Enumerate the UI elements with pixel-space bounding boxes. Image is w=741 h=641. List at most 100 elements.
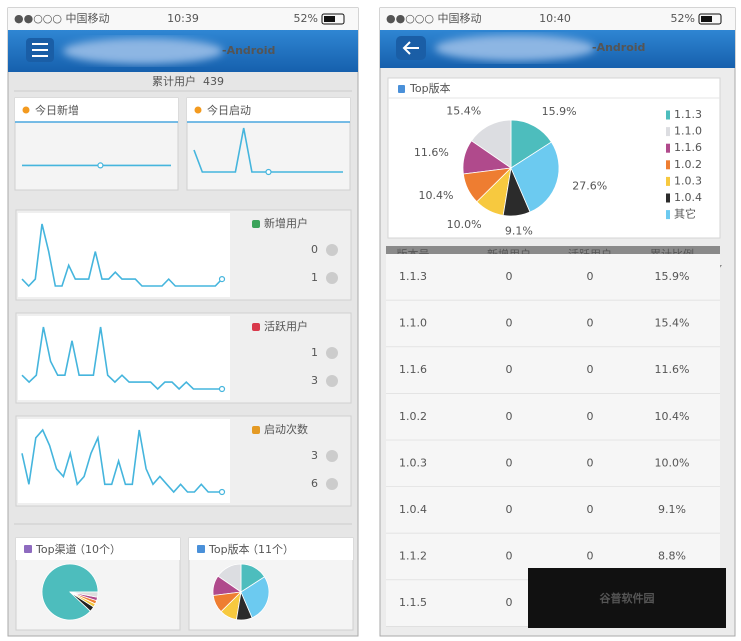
status-battery: 52% — [671, 12, 695, 25]
version-cell: 1.1.2 — [399, 550, 427, 563]
metric-icon — [252, 426, 260, 434]
sparkline — [21, 326, 222, 391]
metric-today-icon — [326, 244, 338, 256]
metric-title: 新增用户 — [264, 216, 308, 230]
legend-label: 1.0.4 — [674, 191, 702, 204]
table-cell: 0 — [587, 317, 594, 330]
metric-yesterday-icon — [326, 272, 338, 284]
metric-yesterday: 6 — [311, 477, 318, 490]
top-card-title: Top渠道 — [35, 542, 77, 556]
table-cell: 15.9% — [655, 270, 690, 283]
today-card-header — [187, 98, 350, 122]
table-cell: 0 — [506, 596, 513, 609]
pie-slice — [510, 141, 560, 213]
total-users-value: 439 — [203, 75, 224, 88]
table-cell: 0 — [506, 456, 513, 469]
metric-today: 3 — [311, 449, 318, 462]
legend-swatch — [666, 160, 670, 170]
metric-yesterday-icon — [326, 375, 338, 387]
table-cell: 0 — [506, 410, 513, 423]
status-carrier: ●●○○○ 中国移动 — [14, 12, 110, 25]
version-cell: 1.0.3 — [399, 456, 427, 469]
sparkline-end-dot — [97, 162, 104, 169]
version-cell: 1.1.0 — [399, 317, 427, 330]
status-battery: 52% — [294, 12, 318, 25]
table-cell: 15.4% — [655, 317, 690, 330]
pie-slice — [470, 119, 512, 169]
status-time: 10:40 — [539, 12, 571, 25]
pie-card-icon — [398, 85, 405, 93]
watermark: 谷普软件园 — [600, 591, 655, 605]
table-row[interactable] — [386, 347, 720, 394]
pie-card-title: Top版本 — [409, 81, 451, 95]
table-cell: 0 — [506, 363, 513, 376]
header-title: -Android — [222, 44, 275, 57]
header-title: -Android — [592, 41, 645, 54]
legend-swatch — [666, 193, 670, 203]
metric-yesterday-icon — [326, 478, 338, 490]
table-row[interactable] — [386, 300, 720, 348]
top-card-title: Top版本 — [208, 542, 250, 556]
status-carrier: ●●○○○ 中国移动 — [386, 12, 482, 25]
pie-slice — [510, 119, 552, 169]
total-users-label: 累计用户 — [152, 74, 196, 88]
pie-value-label: 10.0% — [447, 218, 482, 231]
metric-today-icon — [326, 347, 338, 359]
table-cell: 10.0% — [655, 456, 690, 469]
legend-label: 1.1.6 — [674, 141, 702, 154]
table-cell: 0 — [587, 503, 594, 516]
legend-swatch — [666, 210, 670, 220]
header-blurred-name — [435, 35, 595, 61]
top-card-count: （10个） — [74, 543, 121, 556]
version-cell: 1.1.3 — [399, 270, 427, 283]
table-row[interactable] — [386, 487, 720, 534]
sun-icon — [22, 106, 30, 114]
table-row[interactable] — [386, 254, 720, 301]
metric-title: 活跃用户 — [264, 319, 308, 333]
version-cell: 1.1.5 — [399, 596, 427, 609]
top-card-header — [16, 538, 180, 560]
table-cell: 8.8% — [658, 550, 686, 563]
pie-slice — [69, 591, 99, 598]
metric-today: 0 — [311, 243, 318, 256]
pie-value-label: 9.1% — [505, 225, 533, 238]
table-cell: 9.1% — [658, 503, 686, 516]
top-card-count: （11个） — [247, 543, 294, 556]
today-card-header — [15, 98, 178, 122]
table-cell: 0 — [506, 270, 513, 283]
version-cell: 1.0.4 — [399, 503, 427, 516]
metric-today-icon — [326, 450, 338, 462]
battery-level — [701, 16, 712, 22]
legend-swatch — [666, 143, 670, 153]
table-row[interactable] — [386, 440, 720, 487]
sparkline — [21, 223, 223, 288]
table-row[interactable] — [386, 393, 720, 441]
pie-value-label: 27.6% — [572, 180, 607, 193]
back-arrow — [402, 41, 419, 55]
pie-value-label: 15.9% — [542, 105, 577, 118]
legend-label: 1.0.2 — [674, 158, 702, 171]
legend-label: 1.0.3 — [674, 174, 702, 187]
status-bar — [8, 8, 358, 30]
pie-value-label: 15.4% — [446, 104, 481, 117]
today-card-title: 今日新增 — [35, 103, 79, 117]
table-cell: 11.6% — [655, 363, 690, 376]
pie-value-label: 10.4% — [418, 189, 453, 202]
battery-icon — [321, 13, 345, 25]
metric-chart-area — [18, 316, 230, 400]
status-time: 10:39 — [167, 12, 199, 25]
today-card-title: 今日启动 — [207, 103, 251, 117]
battery-level — [324, 16, 335, 22]
table-cell: 0 — [587, 363, 594, 376]
table-cell: 10.4% — [655, 410, 690, 423]
metric-icon — [252, 220, 260, 228]
legend-swatch — [666, 127, 670, 137]
metric-chart-area — [18, 213, 230, 297]
metric-chart-area — [18, 419, 230, 503]
legend-label: 1.1.3 — [674, 108, 702, 121]
sparkline — [21, 428, 222, 494]
table-cell: 0 — [587, 550, 594, 563]
sparkline-end-dot — [218, 276, 226, 283]
top-card-header — [189, 538, 353, 560]
